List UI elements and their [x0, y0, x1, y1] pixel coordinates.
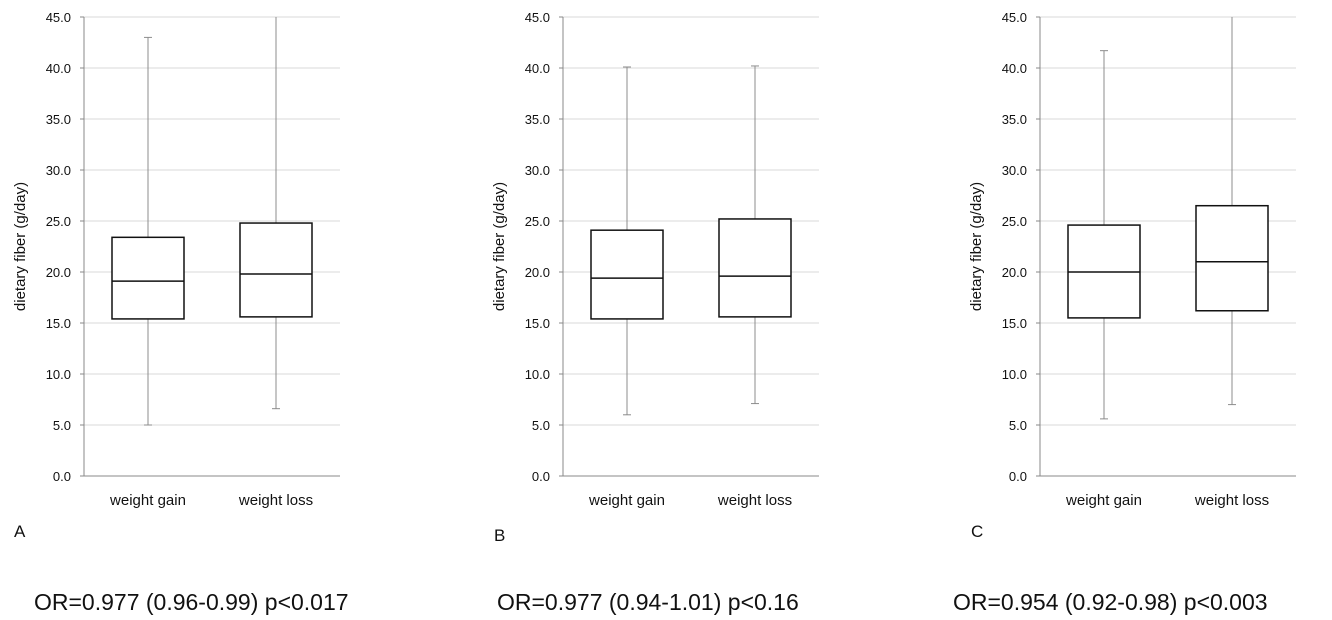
x-category-label-c-1: weight gain: [1065, 492, 1142, 509]
odds-ratio-a: OR=0.977 (0.96-0.99) p<0.017: [34, 589, 349, 615]
y-tick-label-a-4: 20.0: [46, 265, 71, 280]
y-tick-label-a-6: 30.0: [46, 163, 71, 178]
y-tick-label-a-0: 0.0: [53, 469, 71, 484]
panel-label-c: C: [971, 522, 984, 541]
y-tick-label-c-9: 45.0: [1002, 10, 1027, 25]
y-tick-label-b-3: 15.0: [525, 316, 550, 331]
panel-label-b: B: [494, 526, 506, 545]
y-tick-label-a-2: 10.0: [46, 367, 71, 382]
y-axis-title-c: dietary fiber (g/day): [968, 182, 985, 311]
box-c-2: [1195, 204, 1269, 312]
y-tick-label-a-8: 40.0: [46, 61, 71, 76]
odds-ratio-c: OR=0.954 (0.92-0.98) p<0.003: [953, 589, 1268, 615]
x-category-label-b-1: weight gain: [588, 492, 665, 509]
box-b-2: [718, 218, 792, 318]
y-tick-label-a-5: 25.0: [46, 214, 71, 229]
panel-label-a: A: [14, 522, 26, 541]
x-category-label-a-2: weight loss: [238, 492, 313, 509]
y-tick-label-c-5: 25.0: [1002, 214, 1027, 229]
box-a-2: [239, 222, 313, 318]
y-tick-label-b-0: 0.0: [532, 469, 550, 484]
y-axis-title-a: dietary fiber (g/day): [12, 182, 29, 311]
odds-ratio-b: OR=0.977 (0.94-1.01) p<0.16: [497, 589, 799, 615]
y-tick-label-c-2: 10.0: [1002, 367, 1027, 382]
y-axis-title-b: dietary fiber (g/day): [491, 182, 508, 311]
y-tick-label-b-7: 35.0: [525, 112, 550, 127]
y-tick-label-a-1: 5.0: [53, 418, 71, 433]
y-tick-label-b-1: 5.0: [532, 418, 550, 433]
y-tick-label-b-8: 40.0: [525, 61, 550, 76]
y-tick-label-a-9: 45.0: [46, 10, 71, 25]
y-tick-label-b-6: 30.0: [525, 163, 550, 178]
x-category-label-b-2: weight loss: [717, 492, 792, 509]
y-tick-label-c-6: 30.0: [1002, 163, 1027, 178]
y-tick-label-c-4: 20.0: [1002, 265, 1027, 280]
y-tick-label-a-7: 35.0: [46, 112, 71, 127]
x-category-label-c-2: weight loss: [1194, 492, 1269, 509]
y-tick-label-c-1: 5.0: [1009, 418, 1027, 433]
y-tick-label-b-5: 25.0: [525, 214, 550, 229]
y-tick-label-c-3: 15.0: [1002, 316, 1027, 331]
y-tick-label-c-8: 40.0: [1002, 61, 1027, 76]
y-tick-label-b-4: 20.0: [525, 265, 550, 280]
y-tick-label-b-2: 10.0: [525, 367, 550, 382]
box-b-1: [590, 229, 664, 320]
x-category-label-a-1: weight gain: [109, 492, 186, 509]
box-a-1: [111, 236, 185, 320]
y-tick-label-a-3: 15.0: [46, 316, 71, 331]
y-tick-label-b-9: 45.0: [525, 10, 550, 25]
y-tick-label-c-7: 35.0: [1002, 112, 1027, 127]
y-tick-label-c-0: 0.0: [1009, 469, 1027, 484]
